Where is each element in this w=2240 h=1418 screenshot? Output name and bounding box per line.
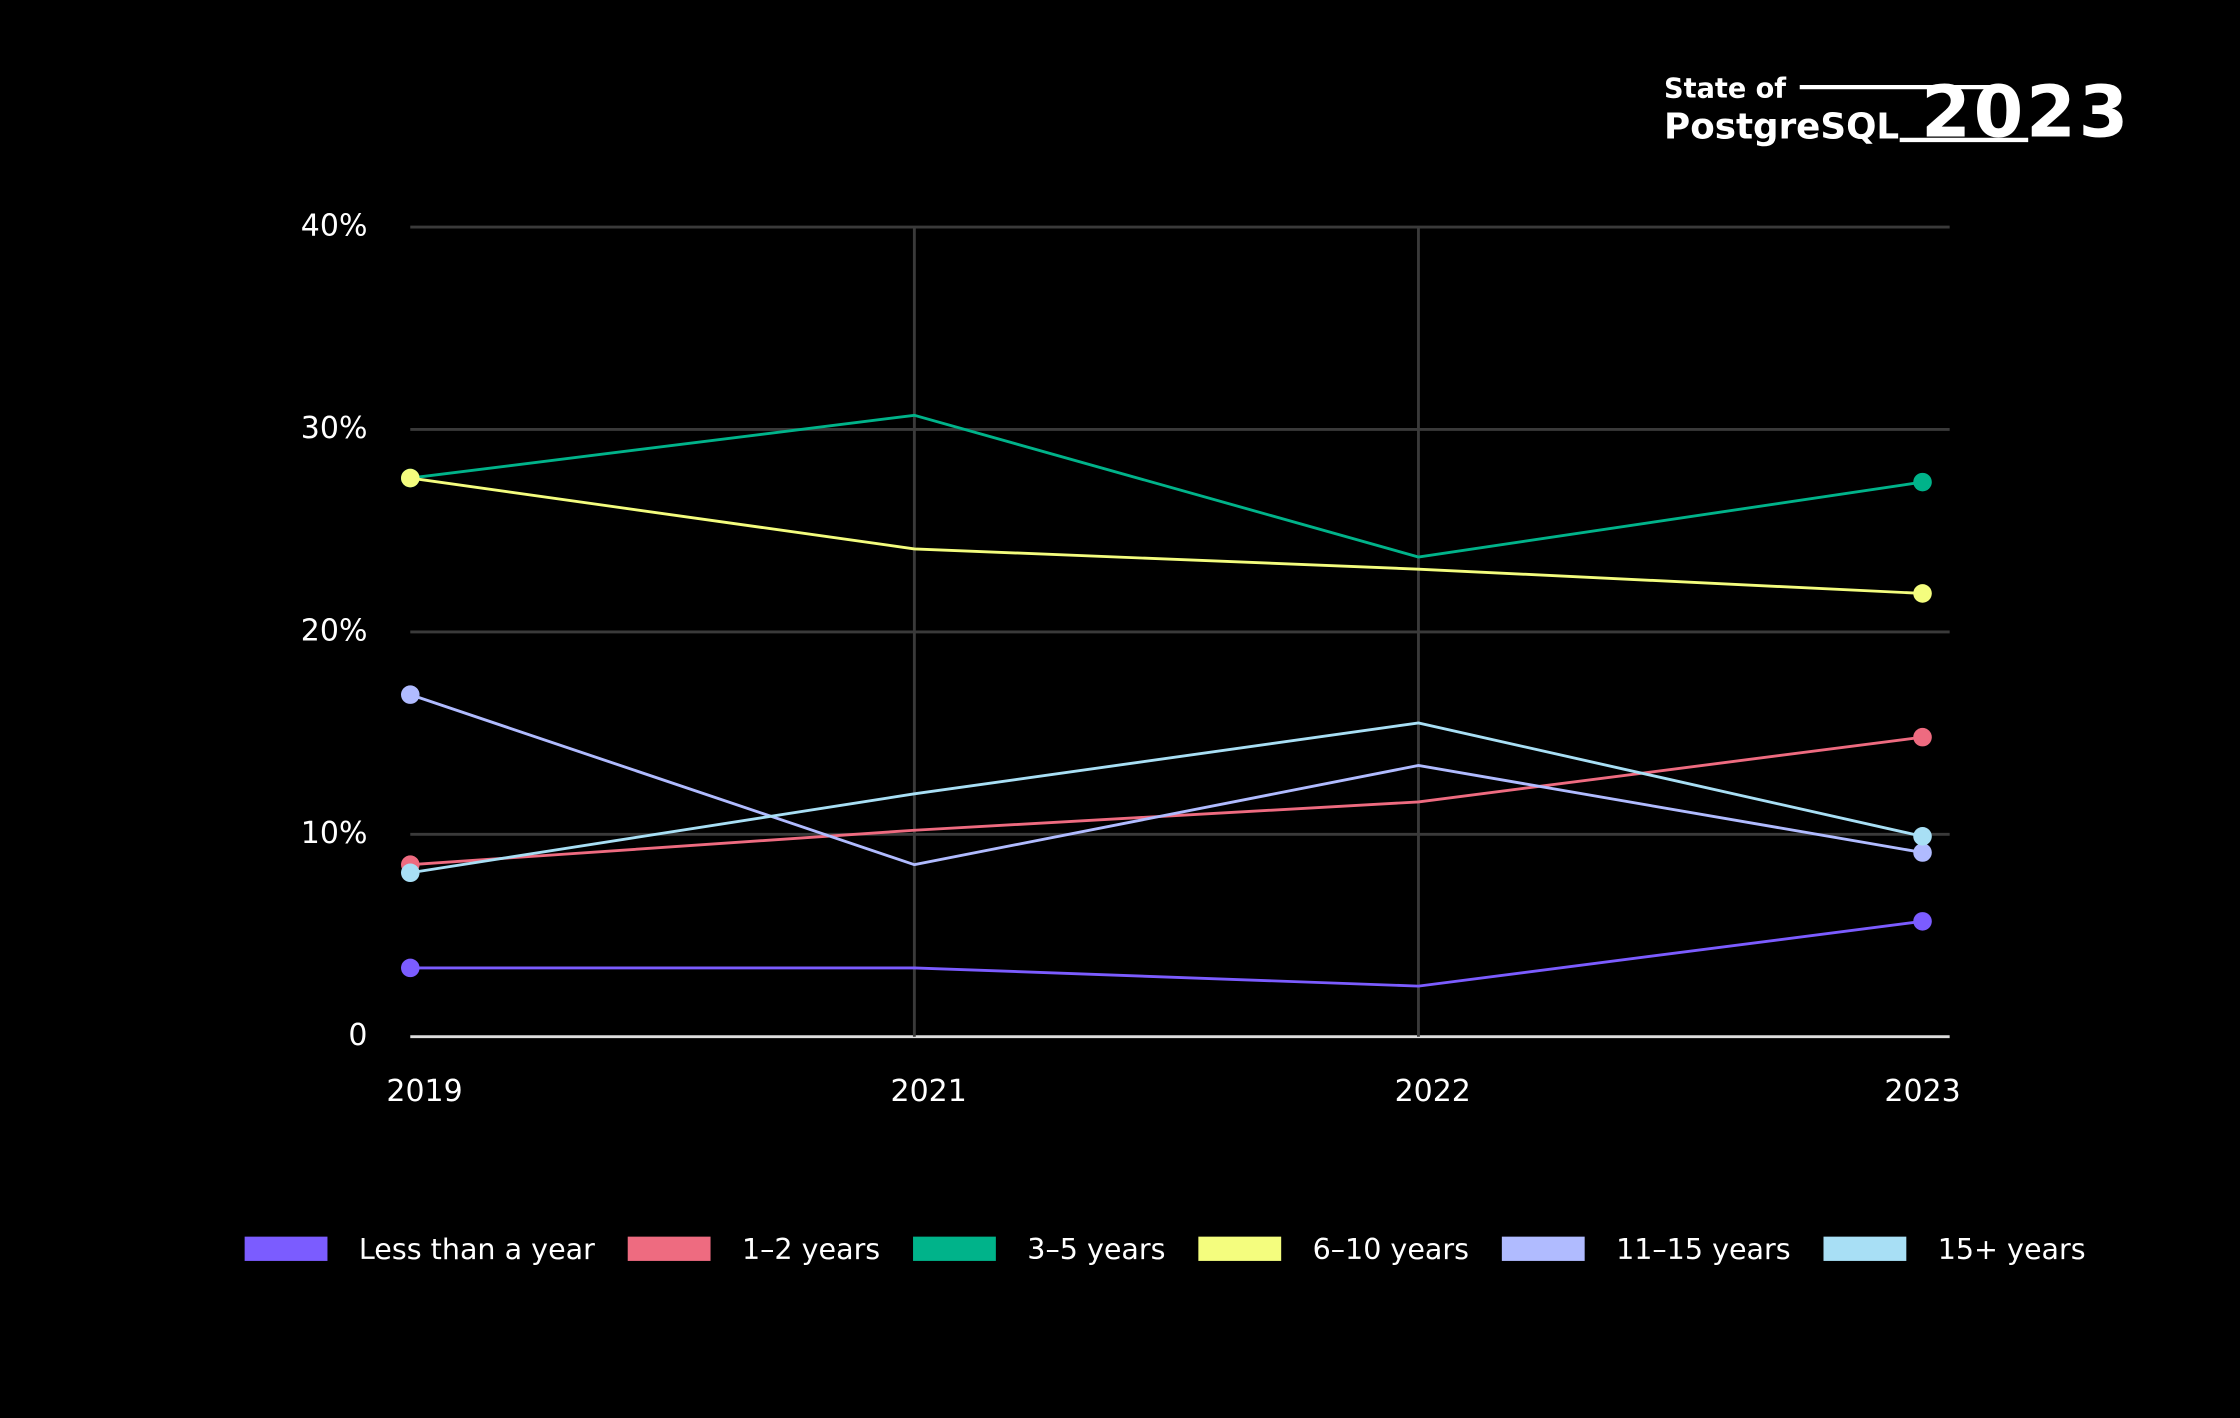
- x-tick-label: 2019: [386, 1074, 462, 1109]
- logo: State of PostgreSQL 2023: [1664, 71, 2131, 154]
- series-point: [1913, 827, 1932, 846]
- legend-swatch: [244, 1236, 328, 1261]
- legend-label: 3–5 years: [1027, 1232, 1165, 1266]
- series-point: [1913, 843, 1932, 862]
- x-tick-label: 2022: [1395, 1074, 1471, 1109]
- logo-year: 2023: [1921, 71, 2131, 154]
- y-tick-label: 0: [348, 1018, 367, 1053]
- series-point: [1913, 727, 1932, 747]
- series-line: [410, 919, 1923, 988]
- logo-line1: State of: [1664, 73, 1787, 104]
- series-line: [410, 735, 1923, 867]
- y-tick-label: 10%: [301, 816, 368, 851]
- legend-label: 1–2 years: [742, 1232, 880, 1266]
- series-point: [401, 958, 420, 978]
- x-tick-label: 2023: [1884, 1074, 1960, 1109]
- legend: Less than a year 1–2 years 3–5 years 6–10 y…: [244, 1232, 2086, 1266]
- series-line: [409, 693, 1923, 867]
- series-point: [1913, 912, 1932, 931]
- legend-label: 11–15 years: [1616, 1232, 1791, 1266]
- series-line: [410, 413, 1923, 559]
- series-point: [1913, 584, 1932, 603]
- series-point: [401, 468, 420, 488]
- legend-swatch: [1198, 1236, 1282, 1261]
- y-tick-label: 40%: [301, 209, 368, 244]
- legend-swatch: [1501, 1236, 1585, 1261]
- y-tick-label: 30%: [301, 411, 368, 446]
- series-point: [401, 863, 420, 883]
- series-point: [1913, 472, 1932, 492]
- legend-swatch: [913, 1236, 996, 1261]
- legend-label: 15+ years: [1938, 1232, 2086, 1266]
- series-line: [410, 476, 1923, 595]
- legend-label: 6–10 years: [1313, 1232, 1469, 1266]
- logo-line2: PostgreSQL: [1664, 107, 1899, 148]
- legend-label: Less than a year: [359, 1232, 595, 1266]
- x-tick-label: 2021: [891, 1074, 967, 1109]
- y-tick-label: 20%: [301, 613, 368, 648]
- legend-swatch: [627, 1236, 711, 1261]
- series-point: [401, 685, 420, 704]
- legend-swatch: [1823, 1236, 1907, 1261]
- series-line: [410, 721, 1923, 875]
